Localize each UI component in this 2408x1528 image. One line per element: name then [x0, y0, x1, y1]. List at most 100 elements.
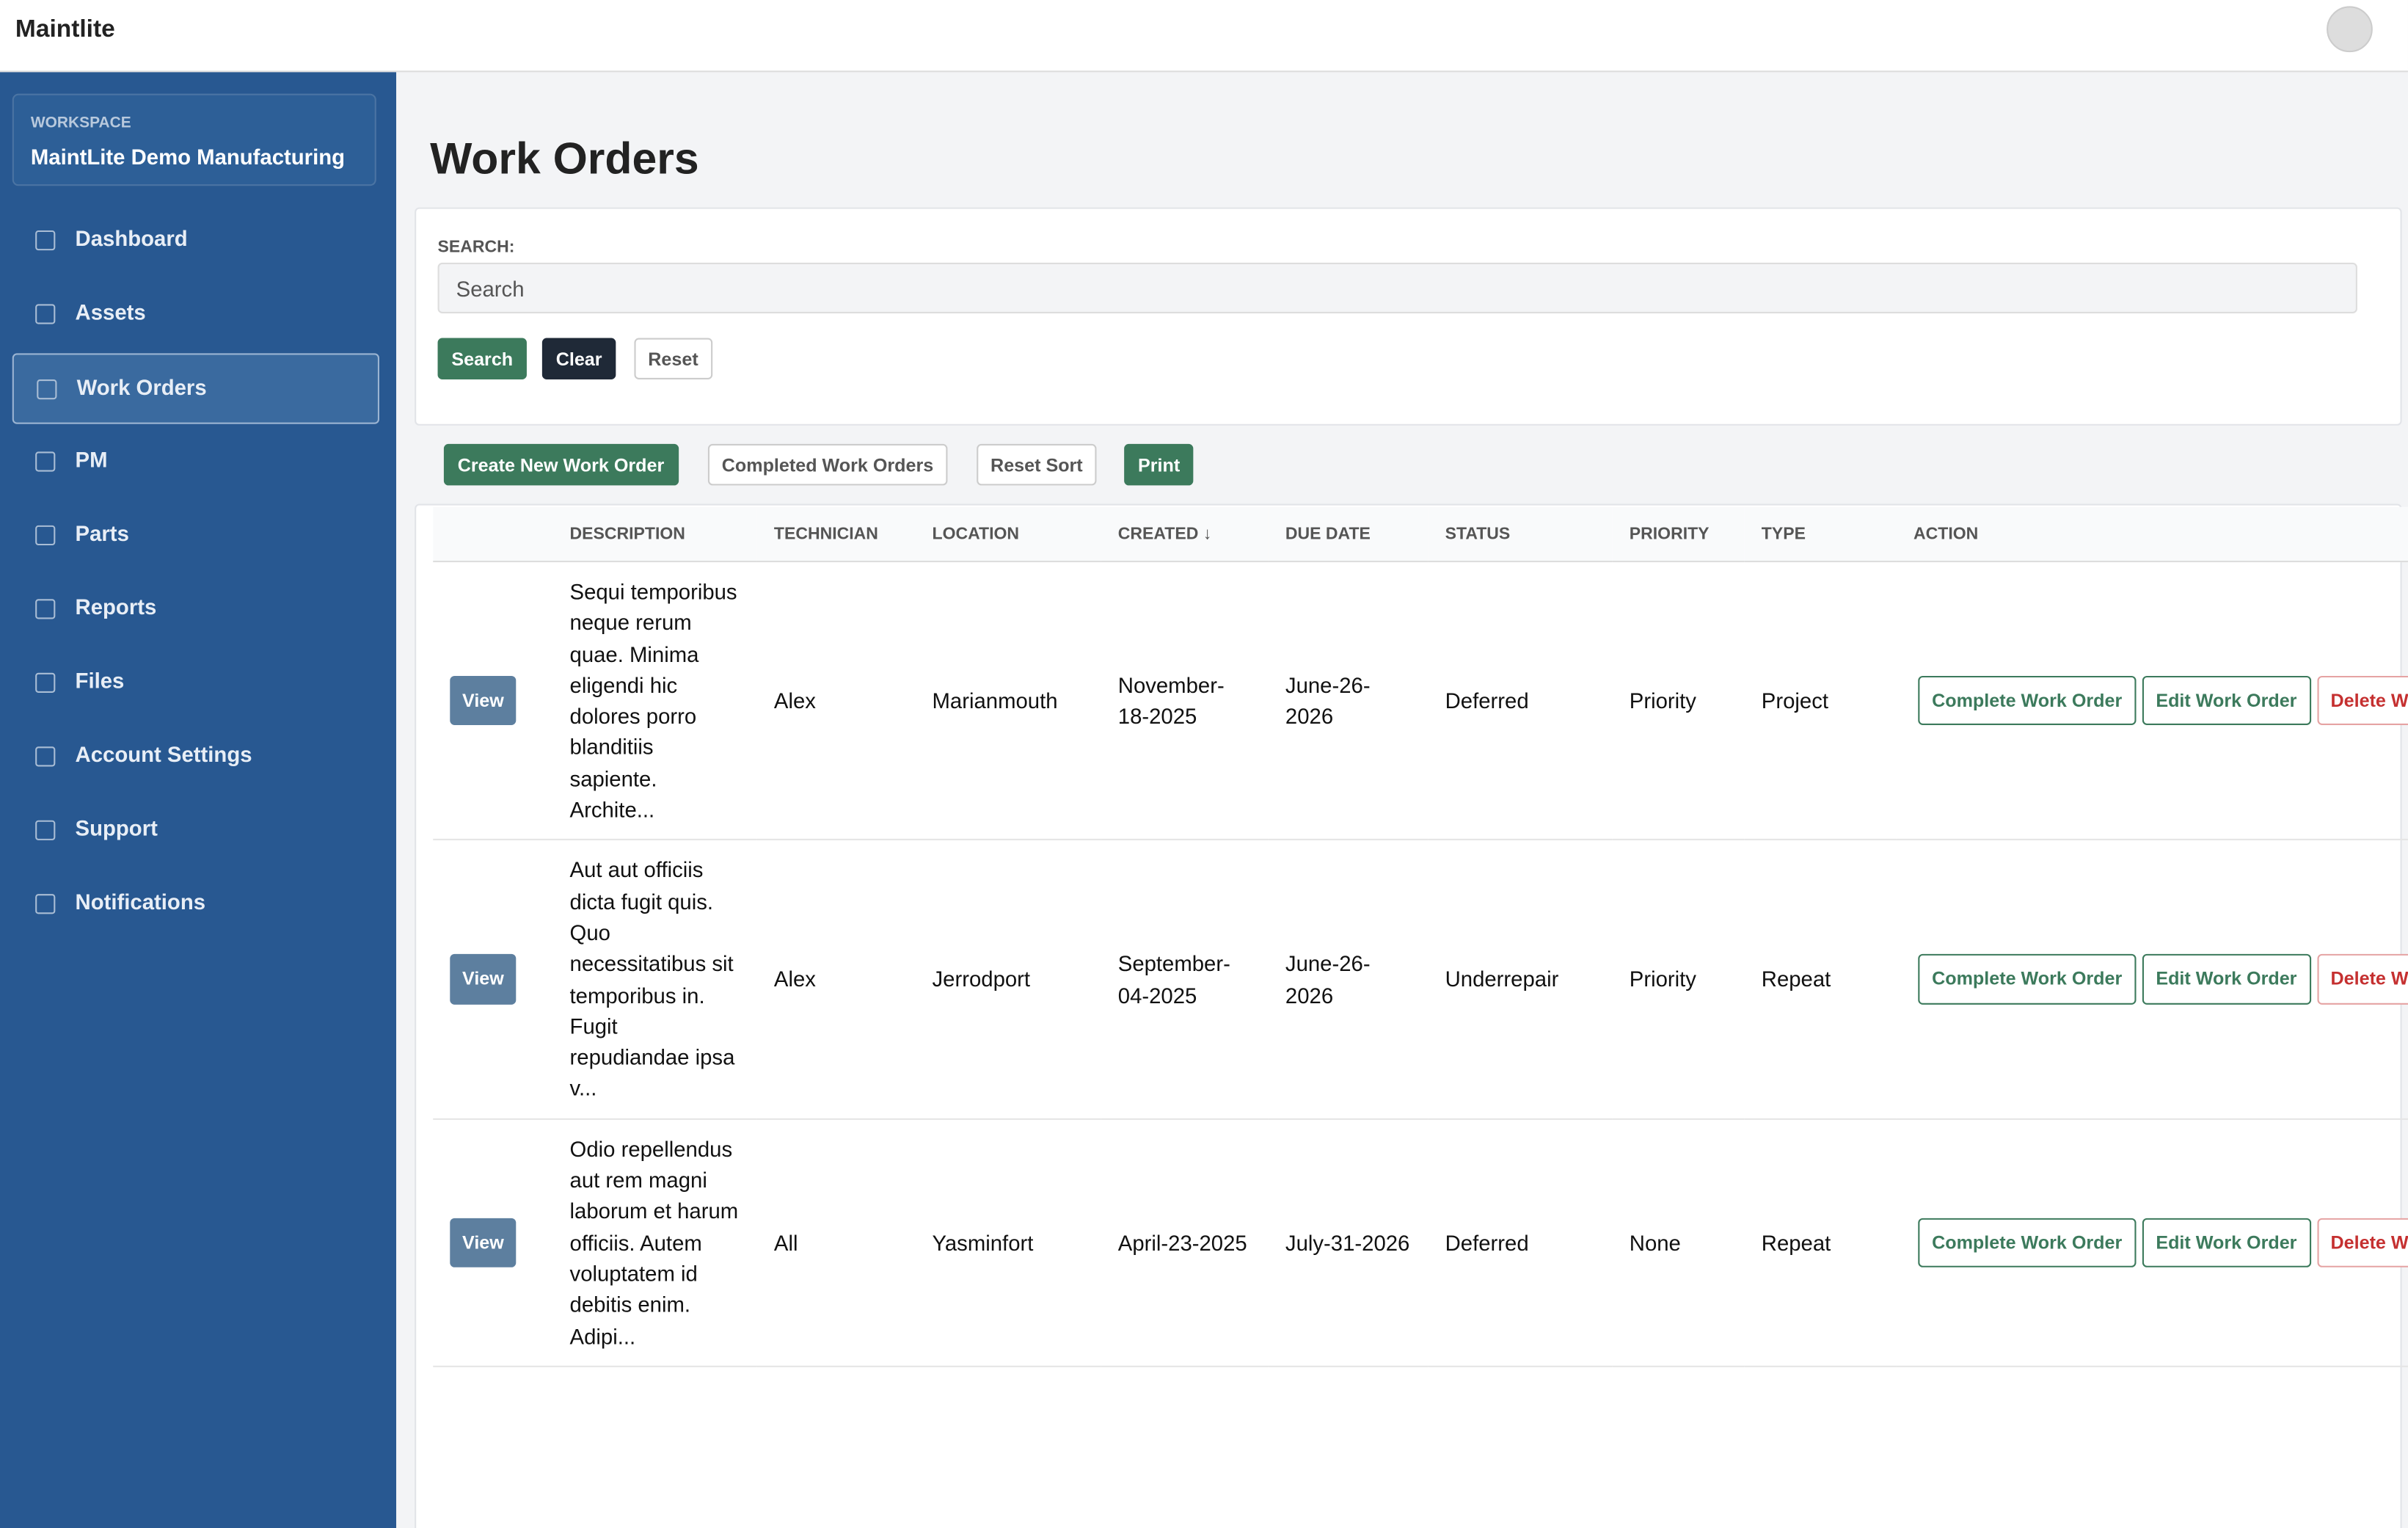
view-button[interactable]: View — [450, 676, 517, 726]
search-card: SEARCH: Search Search Clear Reset — [415, 207, 2402, 426]
view-button[interactable]: View — [450, 1218, 517, 1267]
nav-item[interactable]: Assets — [12, 280, 376, 347]
column-header[interactable]: DESCRIPTION — [552, 506, 757, 563]
nav-icon — [35, 820, 56, 840]
cell-priority: Priority — [1612, 840, 1745, 1120]
workspace-name: MaintLite Demo Manufacturing — [30, 144, 346, 170]
nav-label: Reports — [75, 594, 157, 619]
cell-type: Repeat — [1744, 840, 1897, 1120]
action-button[interactable]: Edit Work Order — [2142, 1218, 2311, 1267]
nav-label: Support — [75, 815, 158, 840]
column-header[interactable]: TECHNICIAN — [756, 506, 916, 563]
cell-status: Underrepair — [1428, 840, 1613, 1120]
workspace[interactable]: WORKSPACE MaintLite Demo Manufacturing — [12, 93, 376, 186]
cell-actions: Complete Work Order Edit Work Order Delete… — [1896, 1118, 2408, 1367]
action-button[interactable]: Edit Work Order — [2142, 676, 2311, 726]
action-button[interactable]: Edit Work Order — [2142, 954, 2311, 1005]
nav-item[interactable]: Parts — [12, 501, 376, 568]
cell-priority: Priority — [1612, 561, 1745, 841]
nav-label: Files — [75, 668, 125, 693]
cell-due: June-26-2026 — [1268, 561, 1429, 841]
search-button[interactable]: Clear — [541, 338, 616, 379]
cell-due: July-31-2026 — [1268, 1118, 1429, 1367]
nav-icon — [35, 894, 56, 914]
nav-icon — [35, 304, 56, 324]
toolbar-button[interactable]: Reset Sort — [977, 443, 1097, 486]
cell-type: Project — [1744, 561, 1897, 841]
toolbar-button[interactable]: Create New Work Order — [443, 443, 679, 486]
cell-created: September-04-2025 — [1101, 840, 1269, 1120]
action-button[interactable]: Delete Work Order — [2316, 954, 2408, 1005]
cell-status: Deferred — [1428, 1118, 1613, 1367]
cell-technician: Alex — [756, 840, 916, 1120]
nav-item[interactable]: Dashboard — [12, 205, 376, 273]
nav-icon — [35, 599, 56, 619]
nav-icon — [35, 672, 56, 693]
column-header[interactable]: LOCATION — [915, 506, 1101, 563]
cell-actions: Complete Work Order Edit Work Order Delete… — [1896, 561, 2408, 841]
nav-item[interactable]: Notifications — [12, 870, 376, 937]
cell-technician: All — [756, 1118, 916, 1367]
nav-label: Dashboard — [75, 225, 188, 251]
cell-status: Deferred — [1428, 561, 1613, 841]
column-header[interactable]: CREATED — [1101, 506, 1269, 563]
table-row: View Odio repellendus aut rem magni labor… — [433, 1118, 2408, 1367]
nav-item[interactable]: Account Settings — [12, 722, 376, 790]
column-header[interactable]: PRIORITY — [1612, 506, 1745, 563]
brand[interactable]: Maintlite — [15, 17, 115, 43]
column-header[interactable]: ACTION — [1896, 506, 2408, 563]
top-bar: Maintlite — [0, 0, 2408, 73]
cell-technician: Alex — [756, 561, 916, 841]
cell-description: Sequi temporibus neque rerum quae. Minim… — [552, 561, 757, 841]
workspace-label: WORKSPACE — [30, 114, 131, 133]
cell-description: Aut aut officiis dicta fugit quis. Quo n… — [552, 840, 757, 1120]
nav-label: PM — [75, 447, 108, 472]
nav-icon — [35, 525, 56, 546]
action-button[interactable]: Complete Work Order — [1918, 676, 2137, 726]
search-input[interactable]: Search — [437, 262, 2357, 313]
nav-label: Account Settings — [75, 741, 252, 767]
cell-location: Marianmouth — [915, 561, 1101, 841]
avatar[interactable] — [2327, 6, 2373, 53]
cell: View — [433, 561, 553, 841]
cell-type: Repeat — [1744, 1118, 1897, 1367]
nav-icon — [35, 451, 56, 472]
nav-label: Notifications — [75, 889, 206, 914]
cell-created: April-23-2025 — [1101, 1118, 1269, 1367]
action-button[interactable]: Delete Work Order — [2316, 1218, 2408, 1267]
sidebar: WORKSPACE MaintLite Demo Manufacturing D… — [0, 72, 397, 1528]
cell-actions: Complete Work Order Edit Work Order Delete… — [1896, 840, 2408, 1120]
cell-description: Odio repellendus aut rem magni laborum e… — [552, 1118, 757, 1367]
nav-item[interactable]: Work Orders — [12, 353, 379, 424]
header-cell — [433, 506, 553, 563]
toolbar-button[interactable]: Print — [1124, 443, 1194, 486]
nav-icon — [37, 379, 57, 400]
nav-icon — [35, 230, 56, 251]
nav-icon — [35, 746, 56, 767]
cell: View — [433, 840, 553, 1120]
nav-label: Work Orders — [76, 374, 207, 400]
work-orders-table: DESCRIPTIONTECHNICIANLOCATIONCREATEDDUE … — [433, 506, 2408, 1367]
nav-item[interactable]: PM — [12, 427, 376, 495]
nav-item[interactable]: Files — [12, 648, 376, 716]
view-button[interactable]: View — [450, 954, 517, 1005]
cell-due: June-26-2026 — [1268, 840, 1429, 1120]
toolbar-button[interactable]: Completed Work Orders — [707, 443, 948, 486]
cell-priority: None — [1612, 1118, 1745, 1367]
column-header[interactable]: STATUS — [1428, 506, 1613, 563]
column-header[interactable]: DUE DATE — [1268, 506, 1429, 563]
nav-item[interactable]: Reports — [12, 575, 376, 642]
nav-item[interactable]: Support — [12, 796, 376, 863]
search-label: SEARCH: — [437, 238, 515, 257]
cell: View — [433, 1118, 553, 1367]
action-button[interactable]: Complete Work Order — [1918, 1218, 2137, 1267]
search-button[interactable]: Reset — [634, 338, 712, 379]
nav-label: Assets — [75, 299, 146, 324]
action-button[interactable]: Delete Work Order — [2316, 676, 2408, 726]
table-row: View Sequi temporibus neque rerum quae. M… — [433, 561, 2408, 841]
action-button[interactable]: Complete Work Order — [1918, 954, 2137, 1005]
search-button[interactable]: Search — [437, 338, 527, 379]
column-header[interactable]: TYPE — [1744, 506, 1897, 563]
table-card: DESCRIPTIONTECHNICIANLOCATIONCREATEDDUE … — [415, 503, 2408, 1528]
